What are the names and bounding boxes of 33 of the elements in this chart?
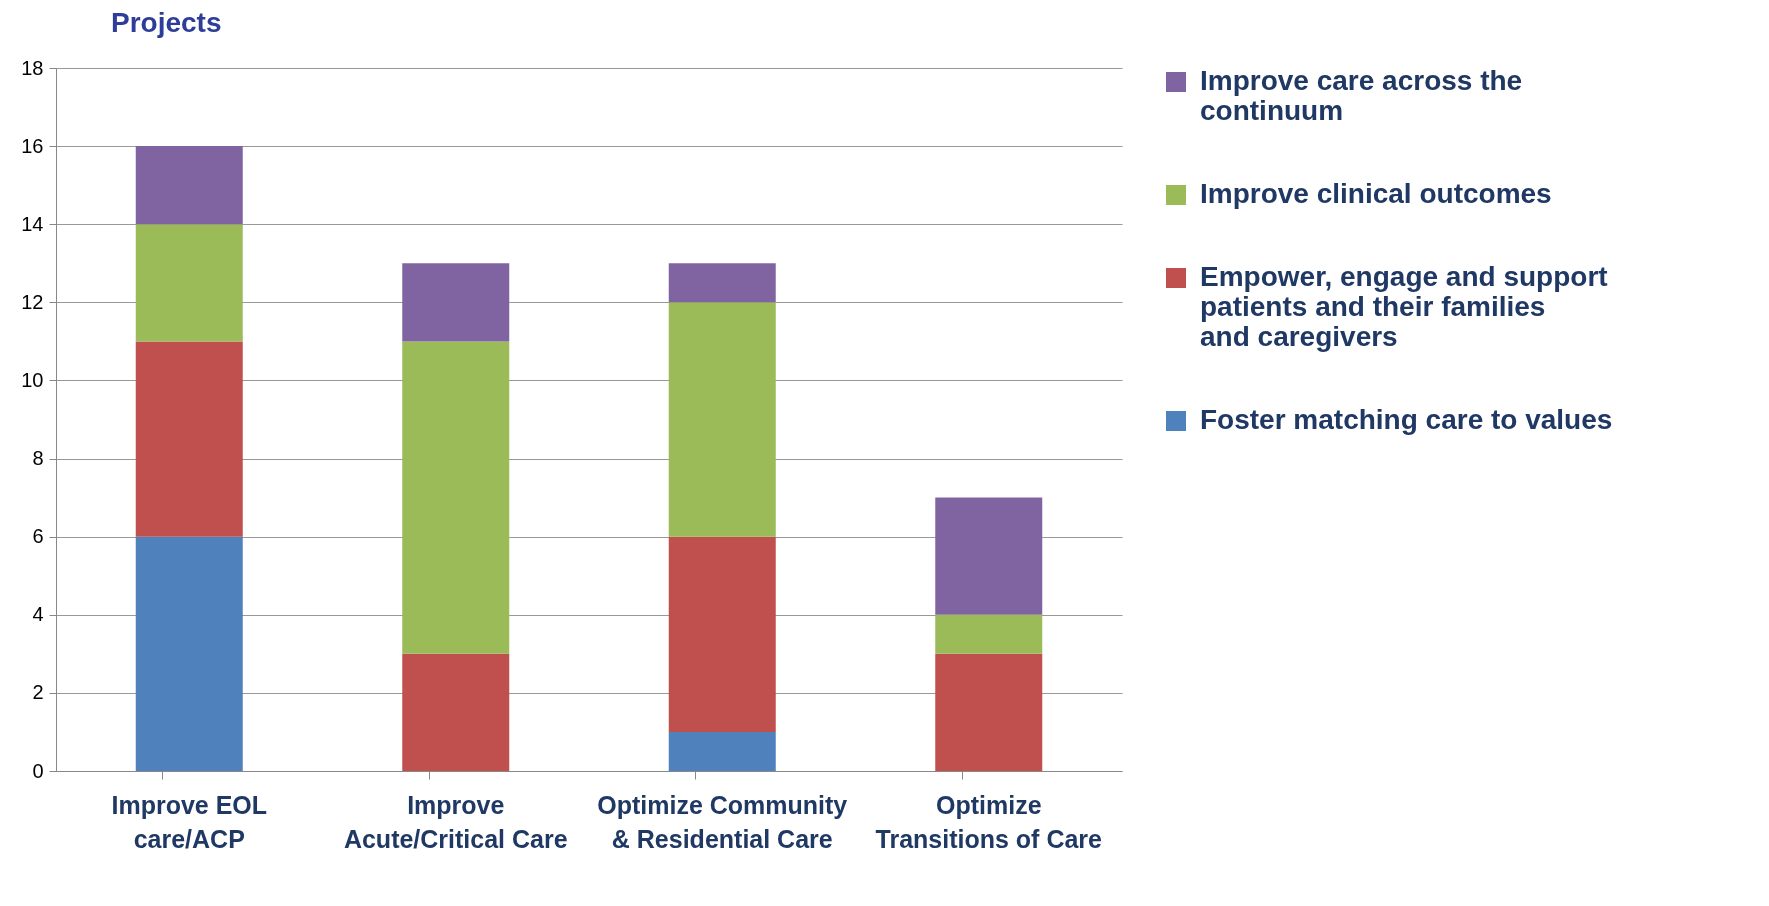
y-tick-label: 12: [21, 290, 44, 313]
legend-label: Improve care across the continuum: [1200, 65, 1523, 126]
bar: [135, 146, 243, 225]
y-axis-title: Projects: [111, 7, 222, 38]
bar: [935, 497, 1043, 615]
y-tick-label: 16: [21, 134, 44, 157]
bar: [668, 302, 776, 537]
x-tick-label: Improve EOL care/ACP: [111, 790, 268, 853]
bar: [935, 653, 1043, 771]
x-tick-label: Improve Acute/Critical Care: [343, 790, 568, 853]
y-tick-label: 2: [32, 681, 44, 704]
bar: [135, 536, 243, 771]
legend-label: Empower, engage and support patients and their families and caregivers: [1200, 261, 1608, 352]
bar: [402, 653, 510, 771]
y-tick-label: 18: [21, 56, 44, 79]
y-tick-label: 4: [32, 603, 44, 626]
bar: [135, 341, 243, 537]
bar: [935, 614, 1043, 654]
legend-label: Foster matching care to values: [1200, 404, 1613, 435]
y-tick-label: 0: [32, 759, 44, 782]
y-tick-label: 14: [21, 212, 44, 235]
y-tick-label: 6: [32, 525, 44, 548]
x-tick-label: Optimize Transitions of Care: [875, 790, 1103, 853]
bar: [668, 536, 776, 732]
bar: [668, 731, 776, 771]
legend-label: Improve clinical outcomes: [1200, 178, 1552, 209]
bar: [402, 341, 510, 654]
y-tick-label: 8: [32, 447, 44, 470]
bar: [668, 263, 776, 303]
bar: [135, 224, 243, 342]
x-tick-label: Optimize Community & Residential Care: [597, 790, 848, 853]
y-tick-label: 10: [21, 368, 44, 391]
bar: [402, 263, 510, 342]
